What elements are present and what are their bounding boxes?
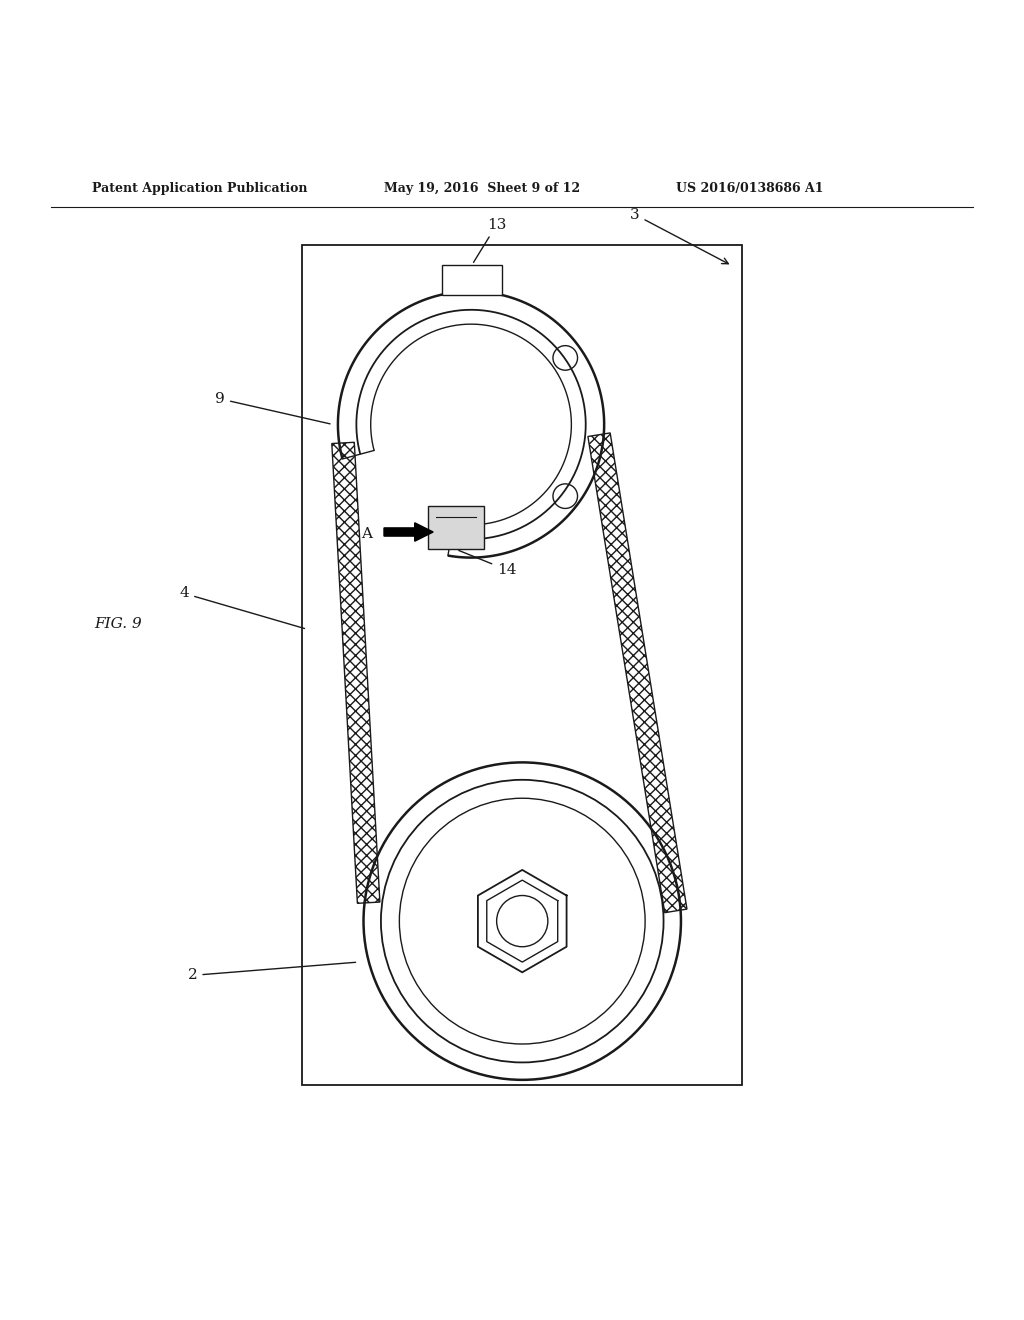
- Text: A: A: [361, 527, 372, 541]
- Bar: [442, 265, 502, 296]
- Polygon shape: [588, 433, 687, 912]
- Polygon shape: [332, 442, 380, 903]
- Text: FIG. 9: FIG. 9: [94, 618, 141, 631]
- Text: 3: 3: [630, 207, 728, 264]
- Bar: [302, 246, 742, 1085]
- Text: 13: 13: [473, 218, 506, 263]
- Text: 2: 2: [187, 962, 355, 982]
- Bar: [428, 507, 484, 549]
- Text: US 2016/0138686 A1: US 2016/0138686 A1: [676, 182, 823, 195]
- Text: 9: 9: [215, 392, 330, 424]
- Text: May 19, 2016  Sheet 9 of 12: May 19, 2016 Sheet 9 of 12: [384, 182, 581, 195]
- Text: 4: 4: [179, 586, 304, 628]
- Text: 14: 14: [459, 550, 517, 577]
- FancyArrow shape: [384, 523, 433, 541]
- Text: Patent Application Publication: Patent Application Publication: [92, 182, 307, 195]
